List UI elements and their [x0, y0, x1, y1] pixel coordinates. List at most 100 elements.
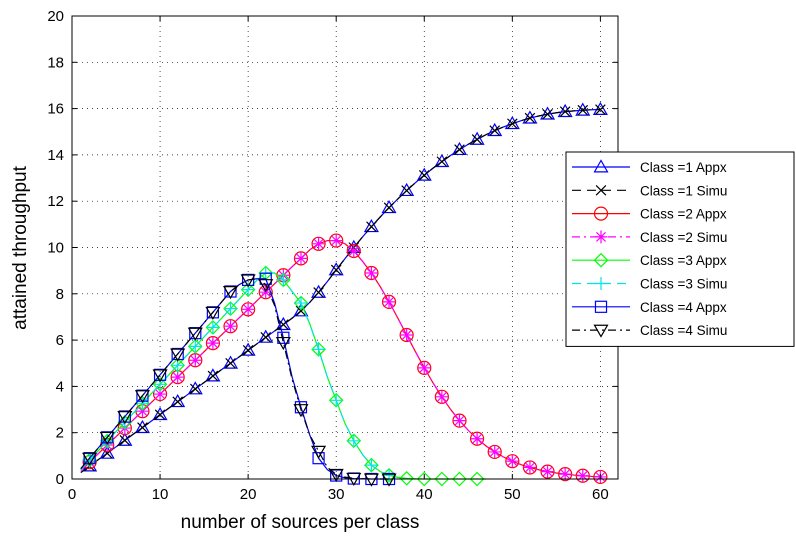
- data-point: [507, 118, 518, 129]
- data-point: [471, 134, 483, 145]
- data-point: [312, 342, 326, 356]
- data-point: [82, 452, 98, 466]
- series-line-class-3-simu: [80, 272, 390, 476]
- data-point: [489, 125, 501, 136]
- data-point: [399, 182, 415, 197]
- data-point: [170, 348, 186, 362]
- legend-entry: Class =1 Simu: [572, 183, 727, 198]
- legend-entry: Class =2 Simu: [572, 230, 727, 245]
- legend-marker: [593, 252, 609, 268]
- data-point: [434, 153, 450, 168]
- data-point: [452, 471, 467, 487]
- data-point: [488, 445, 502, 459]
- data-point: [363, 218, 379, 233]
- data-point: [189, 383, 201, 395]
- legend-entry: Class =4 Simu: [572, 323, 727, 338]
- data-point: [222, 286, 239, 300]
- data-point: [312, 452, 325, 465]
- data-point: [434, 471, 450, 487]
- data-point: [595, 104, 606, 115]
- legend-marker: [593, 159, 609, 173]
- legend-label: Class =4 Simu: [640, 323, 727, 338]
- data-point: [187, 327, 203, 341]
- data-point: [258, 329, 274, 343]
- x-tick-label: 40: [416, 486, 433, 503]
- data-point: [401, 185, 412, 196]
- data-point: [416, 167, 432, 181]
- data-point: [364, 458, 378, 472]
- y-tick-label: 20: [47, 8, 64, 25]
- series-line-class-3-appx: [80, 272, 486, 480]
- data-point: [295, 305, 307, 317]
- data-point: [222, 355, 239, 369]
- data-point: [381, 473, 397, 487]
- data-point: [205, 368, 221, 382]
- data-point: [417, 361, 431, 375]
- data-point: [469, 471, 485, 487]
- series-class-1-simu: [80, 104, 606, 474]
- series-class-4-appx: [80, 272, 396, 486]
- y-axis-label: attained throughput: [10, 165, 31, 329]
- data-point: [575, 102, 591, 116]
- data-point: [469, 131, 485, 145]
- data-point: [558, 467, 572, 481]
- legend-marker: [594, 230, 608, 244]
- data-point: [187, 381, 203, 395]
- data-point: [328, 262, 344, 276]
- data-point: [276, 273, 290, 287]
- data-point: [311, 284, 327, 298]
- data-point: [382, 468, 396, 482]
- data-point: [524, 112, 536, 124]
- data-point: [224, 302, 238, 316]
- data-point: [117, 411, 133, 425]
- y-tick-label: 8: [56, 286, 64, 303]
- data-point: [152, 369, 168, 383]
- x-tick-label: 20: [240, 486, 257, 503]
- data-point: [523, 460, 537, 474]
- series-line-class-2-simu: [80, 239, 601, 478]
- y-tick-label: 18: [47, 54, 64, 71]
- legend-entry: Class =3 Simu: [572, 277, 727, 292]
- legend-marker: [595, 185, 607, 196]
- x-tick-label: 60: [592, 486, 609, 503]
- data-point: [592, 101, 608, 116]
- legend-marker: [593, 324, 609, 338]
- data-point: [275, 336, 291, 351]
- data-point: [240, 274, 256, 288]
- data-point: [364, 266, 378, 280]
- data-point: [436, 156, 448, 167]
- data-point: [205, 306, 221, 321]
- x-tick-label: 10: [152, 486, 169, 503]
- data-point: [225, 357, 236, 369]
- data-point: [119, 435, 131, 446]
- data-point: [382, 295, 396, 309]
- data-point: [451, 141, 468, 156]
- data-point: [418, 169, 430, 181]
- plot-frame: [71, 15, 619, 480]
- data-point: [152, 406, 168, 421]
- data-point: [134, 419, 150, 434]
- data-point: [559, 106, 571, 117]
- x-tick-label: 0: [68, 486, 76, 503]
- data-point: [117, 432, 133, 446]
- data-point: [294, 251, 308, 265]
- data-point: [452, 414, 466, 428]
- data-point: [505, 454, 519, 468]
- data-point: [206, 336, 220, 350]
- data-point: [435, 390, 449, 404]
- data-point: [522, 110, 538, 124]
- legend-label: Class =4 Appx: [640, 300, 727, 315]
- series-class-1-appx: [80, 101, 608, 474]
- data-point: [170, 393, 186, 408]
- data-point: [381, 199, 397, 214]
- legend-label: Class =1 Simu: [640, 183, 727, 198]
- legend-entry: Class =2 Appx: [572, 206, 727, 222]
- legend-label: Class =3 Simu: [640, 277, 727, 292]
- data-point: [294, 296, 308, 310]
- data-point: [134, 390, 150, 404]
- x-tick-label: 50: [504, 486, 521, 503]
- data-point: [171, 370, 185, 384]
- y-tick-label: 16: [47, 101, 64, 118]
- data-point: [541, 465, 555, 479]
